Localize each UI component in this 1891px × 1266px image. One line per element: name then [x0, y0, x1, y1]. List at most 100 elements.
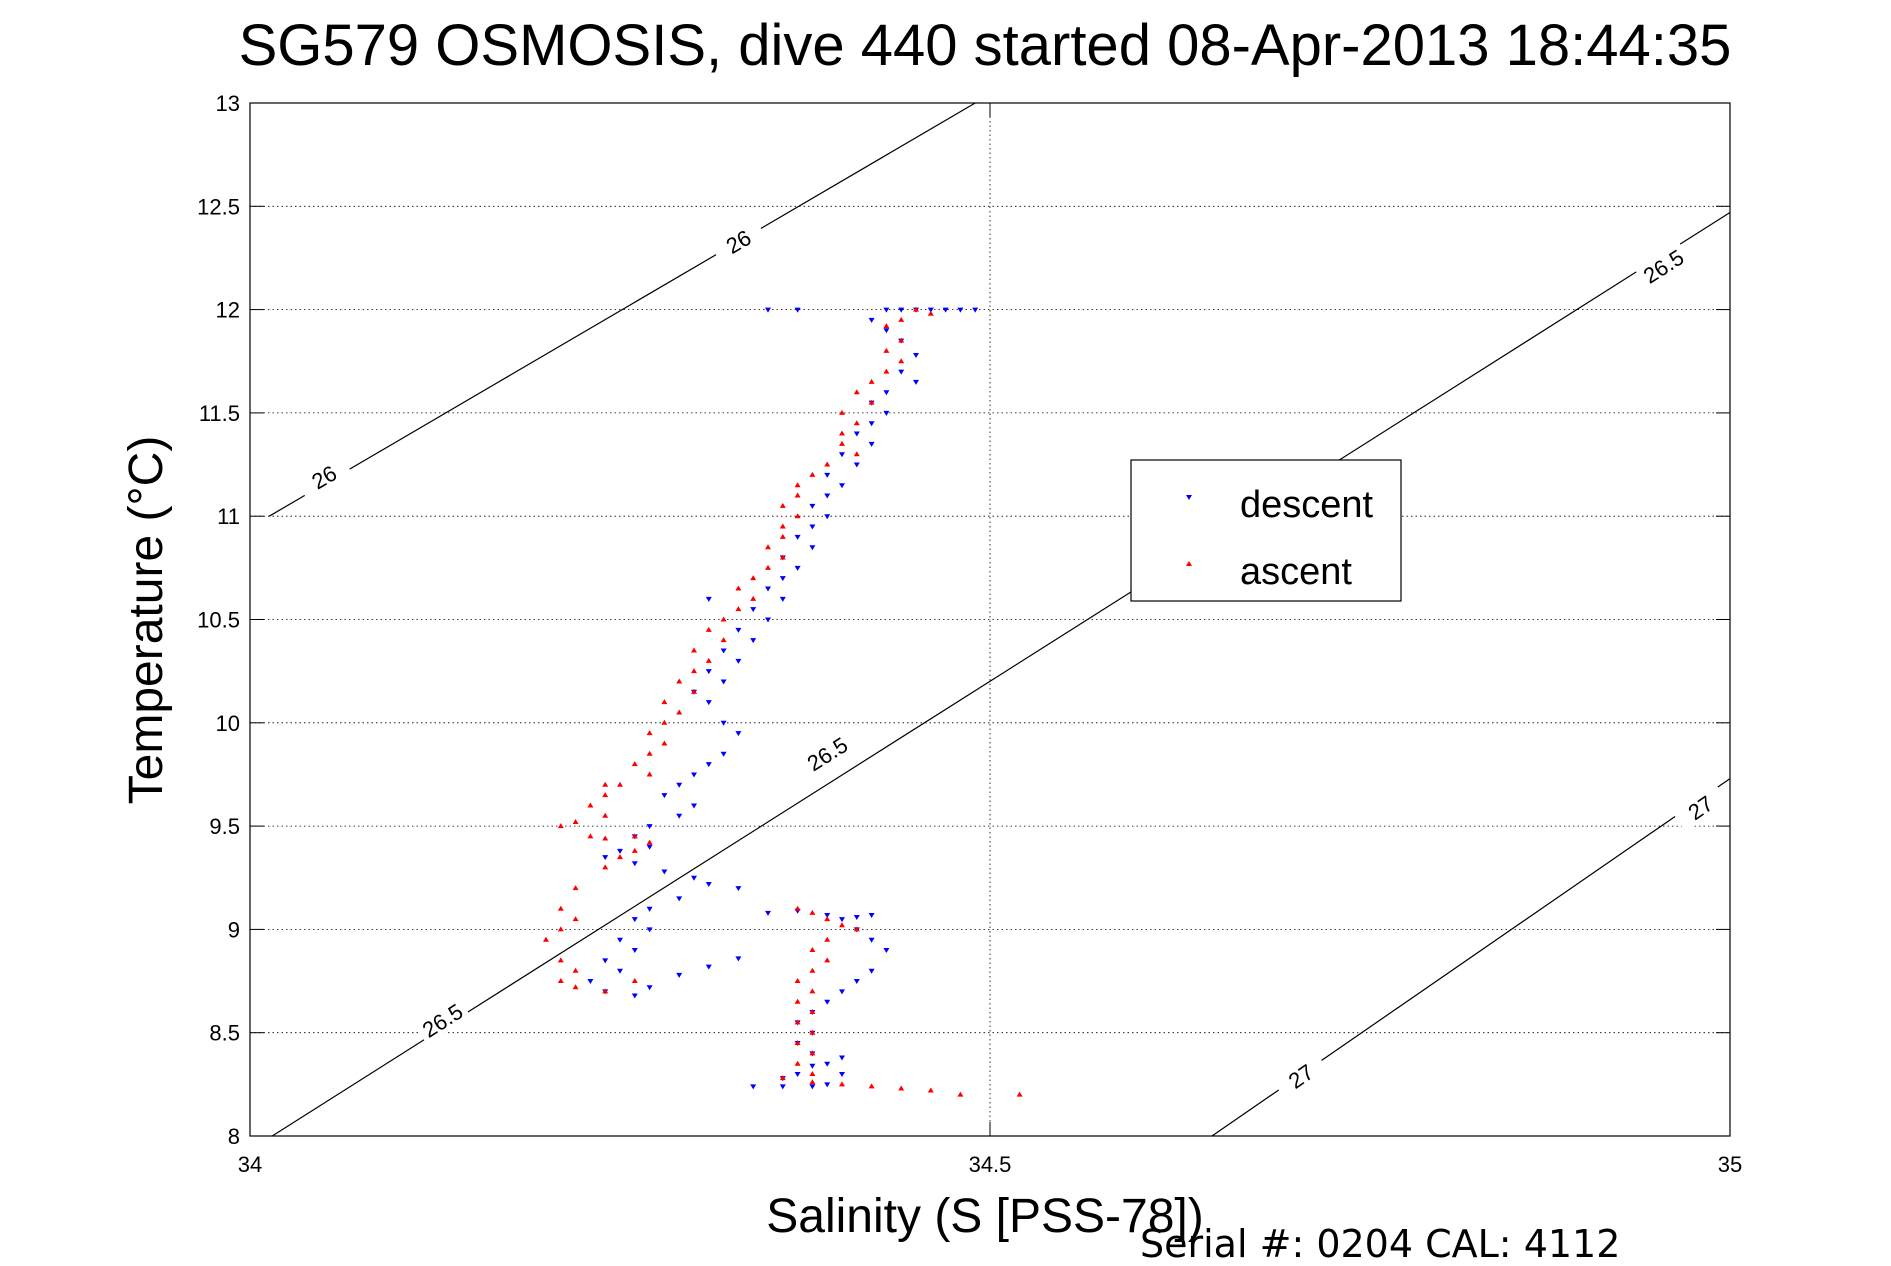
descent-point — [631, 861, 638, 867]
descent-point — [839, 1072, 845, 1078]
descent-point — [824, 1061, 831, 1067]
ascent-point — [794, 998, 801, 1004]
ascent-point — [557, 823, 564, 829]
descent-point — [853, 462, 860, 468]
ascent-point — [898, 1085, 905, 1091]
descent-point — [868, 317, 875, 323]
ascent-point — [868, 1083, 875, 1089]
isopycnal-label-bg — [412, 994, 471, 1045]
ascent-point — [543, 936, 549, 942]
ascent-point — [750, 595, 757, 601]
ascent-point — [631, 833, 638, 839]
descent-point — [720, 751, 727, 757]
ascent-point — [572, 984, 579, 990]
descent-point — [824, 999, 831, 1005]
ascent-point — [617, 781, 623, 787]
ascent-point — [927, 1087, 934, 1093]
descent-point — [705, 669, 712, 675]
descent-point — [794, 307, 801, 313]
descent-point — [883, 410, 890, 416]
descent-point — [691, 875, 697, 881]
descent-point — [868, 937, 875, 943]
ascent-point — [617, 854, 623, 860]
descent-point — [720, 720, 727, 726]
y-axis-label: Temperature (°C) — [120, 436, 173, 805]
ascent-point — [853, 420, 860, 426]
x-tick-label-2: 35 — [1718, 1152, 1742, 1177]
descent-point — [602, 958, 609, 964]
descent-point — [735, 956, 742, 962]
descent-point — [691, 803, 697, 809]
ascent-point — [883, 347, 890, 353]
ascent-point — [779, 523, 786, 529]
isopycnal-line-26 — [268, 102, 976, 517]
descent-point — [839, 989, 845, 995]
legend: descent ascent — [1130, 459, 1402, 602]
ascent-point — [572, 818, 579, 824]
descent-point — [794, 1072, 801, 1078]
ascent-point — [765, 564, 771, 570]
ascent-point — [839, 430, 845, 436]
descent-point — [735, 658, 742, 664]
serial-cal-footer: Serial #: 0204 CAL: 4112 — [1140, 1222, 1621, 1266]
descent-point — [646, 927, 653, 933]
ascent-point — [794, 513, 801, 519]
ascent-point — [794, 492, 801, 498]
descent-point — [646, 906, 653, 912]
ascent-point — [913, 306, 919, 312]
descent-point — [705, 596, 712, 602]
descent-point — [883, 390, 890, 396]
descent-point — [779, 596, 786, 602]
descent-point — [705, 881, 712, 887]
legend-box — [1130, 459, 1402, 602]
y-tick-label-3: 9.5 — [209, 814, 240, 839]
descent-point — [868, 441, 875, 447]
ascent-point — [779, 533, 786, 539]
descent-point — [794, 534, 801, 540]
x-tick-label-0: 34 — [238, 1152, 262, 1177]
descent-point — [631, 917, 638, 923]
descent-point — [809, 503, 816, 509]
ascent-point — [705, 626, 712, 632]
descent-point — [705, 700, 712, 706]
ascent-point — [853, 451, 860, 457]
descent-point — [839, 1055, 845, 1061]
descent-point — [631, 948, 638, 954]
descent-point — [661, 793, 668, 799]
descent-point — [913, 379, 919, 385]
descent-point — [750, 607, 757, 613]
isopycnal-label-bg — [1671, 781, 1729, 833]
descent-point — [676, 896, 683, 902]
isopycnal-line-26-5 — [271, 211, 1731, 1137]
descent-point — [972, 307, 979, 313]
ascent-point — [631, 847, 638, 853]
ascent-point — [691, 668, 697, 674]
ascent-point — [809, 967, 816, 973]
descent-point — [750, 638, 757, 644]
descent-point — [676, 782, 683, 788]
descent-point — [868, 912, 875, 918]
ascent-point — [794, 905, 801, 911]
ascent-point — [557, 905, 564, 911]
ascent-point — [602, 781, 609, 787]
ascent-point — [779, 502, 786, 508]
ascent-point — [809, 471, 816, 477]
y-tick-label-9: 12.5 — [197, 194, 240, 219]
descent-point — [809, 524, 816, 530]
ascent-point — [602, 812, 609, 818]
ascent-point — [661, 699, 668, 705]
ascent-point — [602, 835, 609, 841]
descent-point — [705, 762, 712, 768]
ascent-point — [779, 1075, 786, 1081]
ascent-point — [676, 678, 683, 684]
ascent-point — [824, 916, 831, 922]
legend-ascent-marker — [1186, 561, 1192, 566]
isopycnal-label-bg — [797, 728, 856, 778]
descent-point — [735, 886, 742, 892]
ascent-point — [883, 323, 890, 329]
descent-point — [617, 937, 623, 943]
descent-point — [824, 912, 831, 918]
ascent-point — [631, 761, 638, 767]
descent-point — [942, 307, 949, 313]
descent-point — [735, 731, 742, 737]
